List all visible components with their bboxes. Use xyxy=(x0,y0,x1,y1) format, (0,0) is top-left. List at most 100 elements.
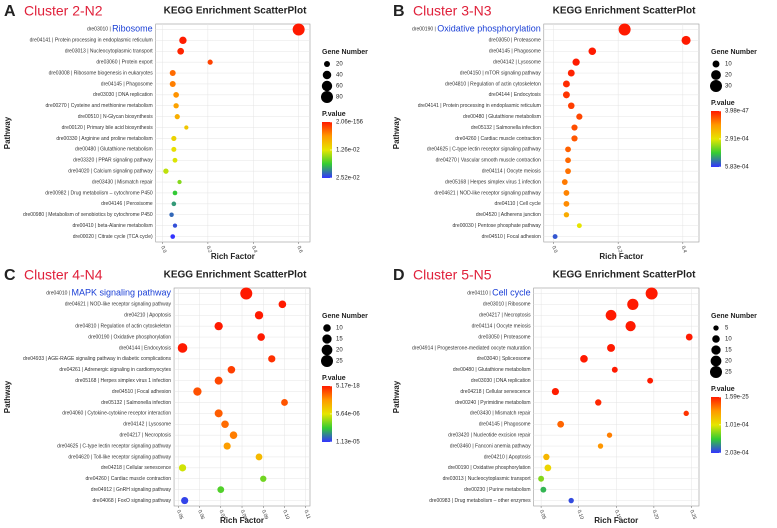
y-tick-label: dre04912 | GnRH signaling pathway xyxy=(91,487,172,493)
x-tick-label: 0.4 xyxy=(680,245,688,254)
y-tick-label: dre03420 | Nucleotide excision repair xyxy=(448,432,531,438)
y-tick-label: dre04621 | NOD-like receptor signaling p… xyxy=(65,302,172,308)
color-bar-label: 1.13e-05 xyxy=(336,440,360,446)
y-tick-label: dre05168 | Herpes simplex virus 1 infect… xyxy=(445,179,541,185)
x-tick-label: 0.20 xyxy=(651,509,660,520)
y-tick-label: dre04270 | Vascular smooth muscle contra… xyxy=(436,158,541,164)
point xyxy=(618,23,631,36)
y-tick-label: dre04914 | Progesterone-mediated oocyte … xyxy=(412,345,531,351)
size-legend-label: 10 xyxy=(725,337,732,343)
y-tick-label: dre04510 | Focal adhesion xyxy=(112,389,171,395)
size-legend-label: 20 xyxy=(725,359,732,365)
chart-title: KEGG Enrichment ScatterPlot xyxy=(164,6,307,17)
color-bar-label: 1.26e-02 xyxy=(336,148,360,154)
y-tick-label: dre04261 | Adrenergic signaling in cardi… xyxy=(59,367,171,373)
point xyxy=(217,486,225,494)
point xyxy=(170,234,176,239)
x-tick-label: 0.06 xyxy=(196,509,205,520)
point xyxy=(214,376,223,385)
size-legend-label: 25 xyxy=(725,370,732,376)
y-axis-label: Pathway xyxy=(3,116,12,149)
point xyxy=(565,146,571,153)
y-tick-label: dre03040 | Spliceosome xyxy=(477,356,531,362)
y-tick-label: dre04217 | Necroptosis xyxy=(119,432,171,438)
y-tick-label: dre04145 | Phagosome xyxy=(101,81,153,87)
point xyxy=(543,453,550,461)
point xyxy=(169,70,176,77)
y-tick-label: dre00983 | Drug metabolism – other enzym… xyxy=(429,498,531,504)
size-legend-label: 20 xyxy=(336,348,343,354)
point xyxy=(576,113,583,120)
y-tick-label: dre04142 | Lysosome xyxy=(123,422,171,428)
size-legend-key xyxy=(712,60,720,68)
point xyxy=(563,190,570,196)
point xyxy=(580,355,588,363)
point xyxy=(173,103,179,109)
size-legend-label: 15 xyxy=(725,348,732,354)
y-tick-label: dre00120 | Primary bile acid biosynthesi… xyxy=(62,125,154,131)
color-bar xyxy=(711,111,721,167)
size-legend-key xyxy=(711,70,721,80)
point xyxy=(172,157,178,163)
y-tick-label: dre04210 | Apoptosis xyxy=(124,313,171,319)
y-tick-label: dre04625 | C-type lectin receptor signal… xyxy=(57,443,171,449)
size-legend-label: 15 xyxy=(336,337,343,343)
color-legend-title: P.value xyxy=(711,386,735,393)
point xyxy=(177,47,185,55)
y-tick-label: dre04145 | Phagosome xyxy=(489,49,541,55)
y-tick-label: dre04510 | Focal adhesion xyxy=(482,234,541,240)
color-legend-title: P.value xyxy=(322,375,346,382)
point xyxy=(163,168,169,174)
point xyxy=(565,157,571,164)
point xyxy=(193,387,202,396)
y-tick-label: dre00510 | N-Glycan biosynthesis xyxy=(78,114,153,120)
size-legend-key xyxy=(710,80,722,92)
y-tick-label: dre04218 | Cellular senescence xyxy=(101,465,171,471)
color-bar xyxy=(322,122,332,178)
y-tick-label: dre04020 | Calcium signaling pathway xyxy=(68,168,153,174)
size-legend-title: Gene Number xyxy=(322,49,368,56)
y-tick-label: dre04150 | mTOR signaling pathway xyxy=(460,70,541,76)
panel-letter: C xyxy=(4,267,16,284)
point xyxy=(561,179,568,185)
x-tick-label: 0.07 xyxy=(218,509,227,520)
x-axis-label: Rich Factor xyxy=(599,252,643,261)
x-tick-label: 0.08 xyxy=(239,509,248,520)
y-tick-label: dre04110 | Cell cycle xyxy=(495,201,541,207)
point xyxy=(567,102,575,110)
color-legend-title: P.value xyxy=(711,100,735,107)
size-legend-label: 20 xyxy=(725,73,732,79)
y-tick-label: dre04146 | Peroxisome xyxy=(101,201,153,207)
chart-title: KEGG Enrichment ScatterPlot xyxy=(553,270,696,281)
y-axis-label: Pathway xyxy=(392,116,401,149)
y-tick-label: dre04110 | Cell cycle xyxy=(467,288,530,298)
y-tick-label: dre04010 | MAPK signaling pathway xyxy=(46,288,171,298)
point xyxy=(223,442,231,450)
point xyxy=(255,453,263,461)
y-tick-label: dre00982 | Drug metabolism – cytochrome … xyxy=(45,190,153,196)
y-tick-label: dre00190 | Oxidative phosphorylation xyxy=(88,334,171,340)
x-tick-label: 0.25 xyxy=(688,509,697,520)
point xyxy=(557,420,565,428)
y-tick-label: dre00480 | Glutathione metabolism xyxy=(75,147,153,153)
y-tick-label: dre04933 | AGE-RAGE signaling pathway in… xyxy=(23,356,172,362)
x-tick-label: 0.05 xyxy=(538,509,547,520)
y-tick-label: dre04142 | Lysosome xyxy=(493,59,541,65)
point xyxy=(597,443,604,449)
x-tick-label: 0.10 xyxy=(281,509,290,520)
size-legend-key xyxy=(321,344,333,356)
size-legend-key xyxy=(321,91,333,103)
point xyxy=(645,287,658,300)
point xyxy=(571,135,578,142)
y-tick-label: dre03008 | Ribosome biogenesis in eukary… xyxy=(49,70,154,76)
y-tick-label: dre04218 | Cellular senescence xyxy=(460,389,530,395)
size-legend-label: 80 xyxy=(336,95,343,101)
point xyxy=(606,432,613,438)
y-tick-label: dre00190 | Oxidative phosphorylation xyxy=(412,24,541,34)
point xyxy=(571,124,578,131)
point xyxy=(178,464,187,472)
size-legend-key xyxy=(323,324,331,332)
point xyxy=(595,399,602,406)
x-tick-label: 0.15 xyxy=(613,509,622,520)
